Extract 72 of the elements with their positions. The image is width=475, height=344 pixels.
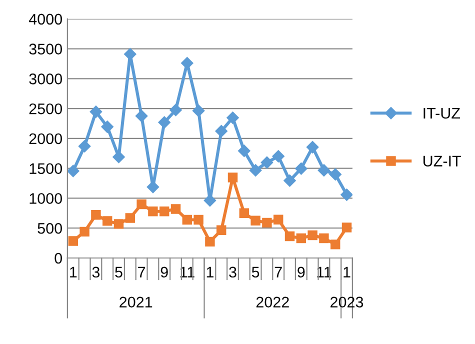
point: [135, 110, 148, 122]
point: [182, 214, 192, 225]
point: [102, 216, 112, 226]
point: [125, 213, 136, 223]
y-tick-label: 500: [38, 222, 62, 234]
legend-label: UZ-IT: [423, 156, 461, 166]
y-tick-label: 3500: [29, 44, 62, 54]
x-tick-label: 7: [274, 266, 282, 278]
point: [68, 236, 78, 246]
x-tick-label: 3: [229, 266, 236, 278]
point: [205, 236, 215, 247]
point: [308, 230, 318, 240]
y-tick-label: 2500: [29, 103, 62, 114]
point: [249, 164, 262, 176]
point: [148, 206, 158, 216]
point: [239, 208, 250, 218]
x-tick-label: 7: [138, 266, 146, 278]
point: [170, 104, 182, 116]
point: [272, 150, 284, 162]
point: [318, 164, 330, 176]
point: [91, 210, 101, 220]
point: [136, 199, 146, 210]
point: [216, 225, 226, 236]
point: [329, 168, 342, 180]
point: [295, 162, 308, 175]
text: 2021: [120, 296, 152, 308]
point: [226, 112, 239, 124]
point: [306, 141, 319, 154]
point: [114, 219, 124, 229]
y-tick-label: 3000: [29, 74, 62, 84]
point: [330, 240, 340, 250]
point: [260, 156, 274, 169]
y-tick-label: 2000: [29, 133, 62, 144]
point: [273, 214, 284, 224]
point: [170, 204, 181, 214]
legend-label: IT-UZ: [424, 108, 460, 119]
text: 2023: [330, 296, 364, 308]
x-tick-label: 3: [92, 266, 100, 278]
y-tick-label: 1000: [30, 193, 62, 204]
point: [319, 233, 329, 244]
point: [194, 214, 204, 225]
x-tick-label: 1: [206, 266, 214, 278]
point: [67, 164, 80, 178]
point: [250, 216, 260, 226]
point: [124, 48, 136, 60]
x-tick-label: 5: [252, 266, 260, 278]
point: [159, 206, 170, 216]
point: [342, 222, 352, 232]
x-tick-label: 9: [160, 266, 168, 278]
text: 2022: [256, 296, 289, 308]
x-tick-label: 1: [70, 266, 77, 278]
point: [215, 125, 228, 138]
point: [228, 172, 238, 182]
y-tick-label: 1500: [30, 163, 62, 174]
point: [90, 106, 102, 118]
point: [296, 233, 306, 244]
x-tick-label: 1: [344, 266, 350, 278]
point: [340, 188, 352, 201]
x-tick-label: 5: [115, 266, 122, 278]
point: [284, 174, 296, 187]
point: [192, 104, 205, 117]
x-tick-label: 9: [298, 266, 305, 278]
point: [158, 116, 170, 128]
point: [262, 218, 272, 228]
point: [80, 226, 90, 237]
x-tick-label: 11: [317, 266, 332, 278]
y-tick-label: 4000: [28, 14, 62, 25]
point: [78, 140, 91, 152]
point: [238, 144, 250, 157]
point: [284, 231, 295, 242]
point: [101, 120, 114, 133]
y-tick-label: 0: [54, 252, 62, 264]
